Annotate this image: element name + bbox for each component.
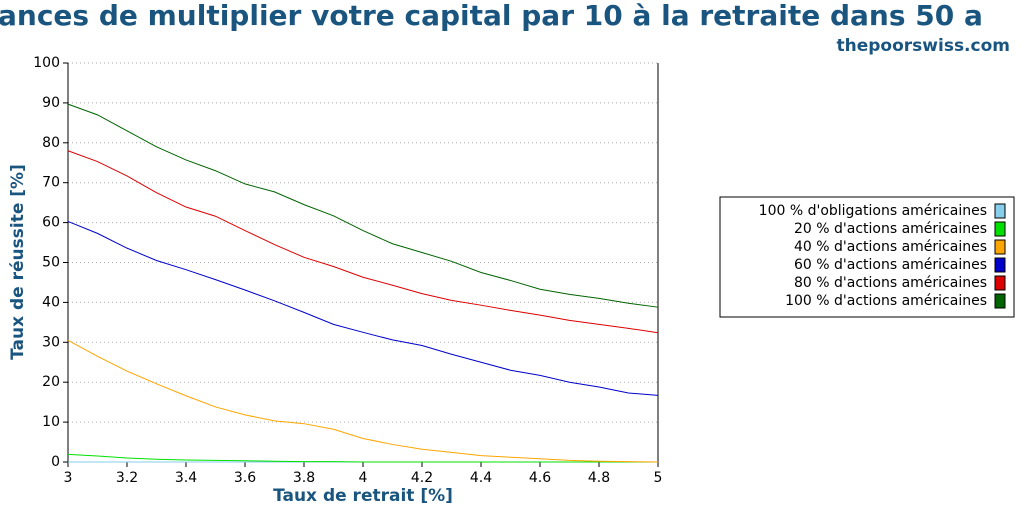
series-line [67, 150, 659, 334]
x-tick-label: 4.4 [470, 470, 492, 486]
x-tick-label: 3.6 [234, 470, 256, 486]
y-tick-label: 10 [42, 414, 60, 430]
series-line [67, 339, 659, 463]
y-tick-label: 90 [42, 95, 60, 111]
chart-subtitle: thepoorswiss.com [837, 36, 1011, 56]
y-tick-label: 100 [33, 55, 60, 71]
x-tick-label: 4 [359, 470, 368, 486]
legend-label: 40 % d'actions américaines [794, 239, 987, 255]
legend-swatch [994, 293, 1006, 309]
x-tick-label: 4.6 [529, 470, 551, 486]
legend-swatch [994, 239, 1006, 255]
chart-title: ances de multiplier votre capital par 10… [0, 0, 983, 32]
y-tick-label: 40 [42, 294, 60, 310]
legend-swatch [994, 203, 1006, 219]
x-tick-label: 3.8 [293, 470, 315, 486]
y-tick-label: 80 [42, 135, 60, 151]
legend-label: 100 % d'obligations américaines [759, 203, 987, 219]
x-tick-label: 4.2 [411, 470, 433, 486]
y-tick-label: 70 [42, 175, 60, 191]
legend-label: 100 % d'actions américaines [785, 293, 987, 309]
x-tick-label: 5 [654, 470, 663, 486]
series-line [67, 220, 659, 396]
x-tick-label: 3.4 [175, 470, 197, 486]
y-tick-label: 0 [51, 454, 60, 470]
x-tick-label: 4.8 [588, 470, 610, 486]
y-axis-label: Taux de réussite [%] [8, 164, 28, 360]
x-tick-label: 3.2 [116, 470, 138, 486]
y-tick-label: 30 [42, 334, 60, 350]
legend-label: 80 % d'actions américaines [794, 275, 987, 291]
legend-label: 20 % d'actions américaines [794, 221, 987, 237]
series-line [67, 103, 659, 308]
legend-box [719, 196, 1015, 318]
series-line [67, 453, 658, 463]
legend-swatch [994, 257, 1006, 273]
y-tick-label: 50 [42, 255, 60, 271]
legend-swatch [994, 221, 1006, 237]
x-axis-label: Taux de retrait [%] [273, 486, 453, 506]
y-tick-label: 60 [42, 215, 60, 231]
x-tick-label: 3 [64, 470, 73, 486]
y-tick-label: 20 [42, 374, 60, 390]
legend-swatch [994, 275, 1006, 291]
legend-label: 60 % d'actions américaines [794, 257, 987, 273]
